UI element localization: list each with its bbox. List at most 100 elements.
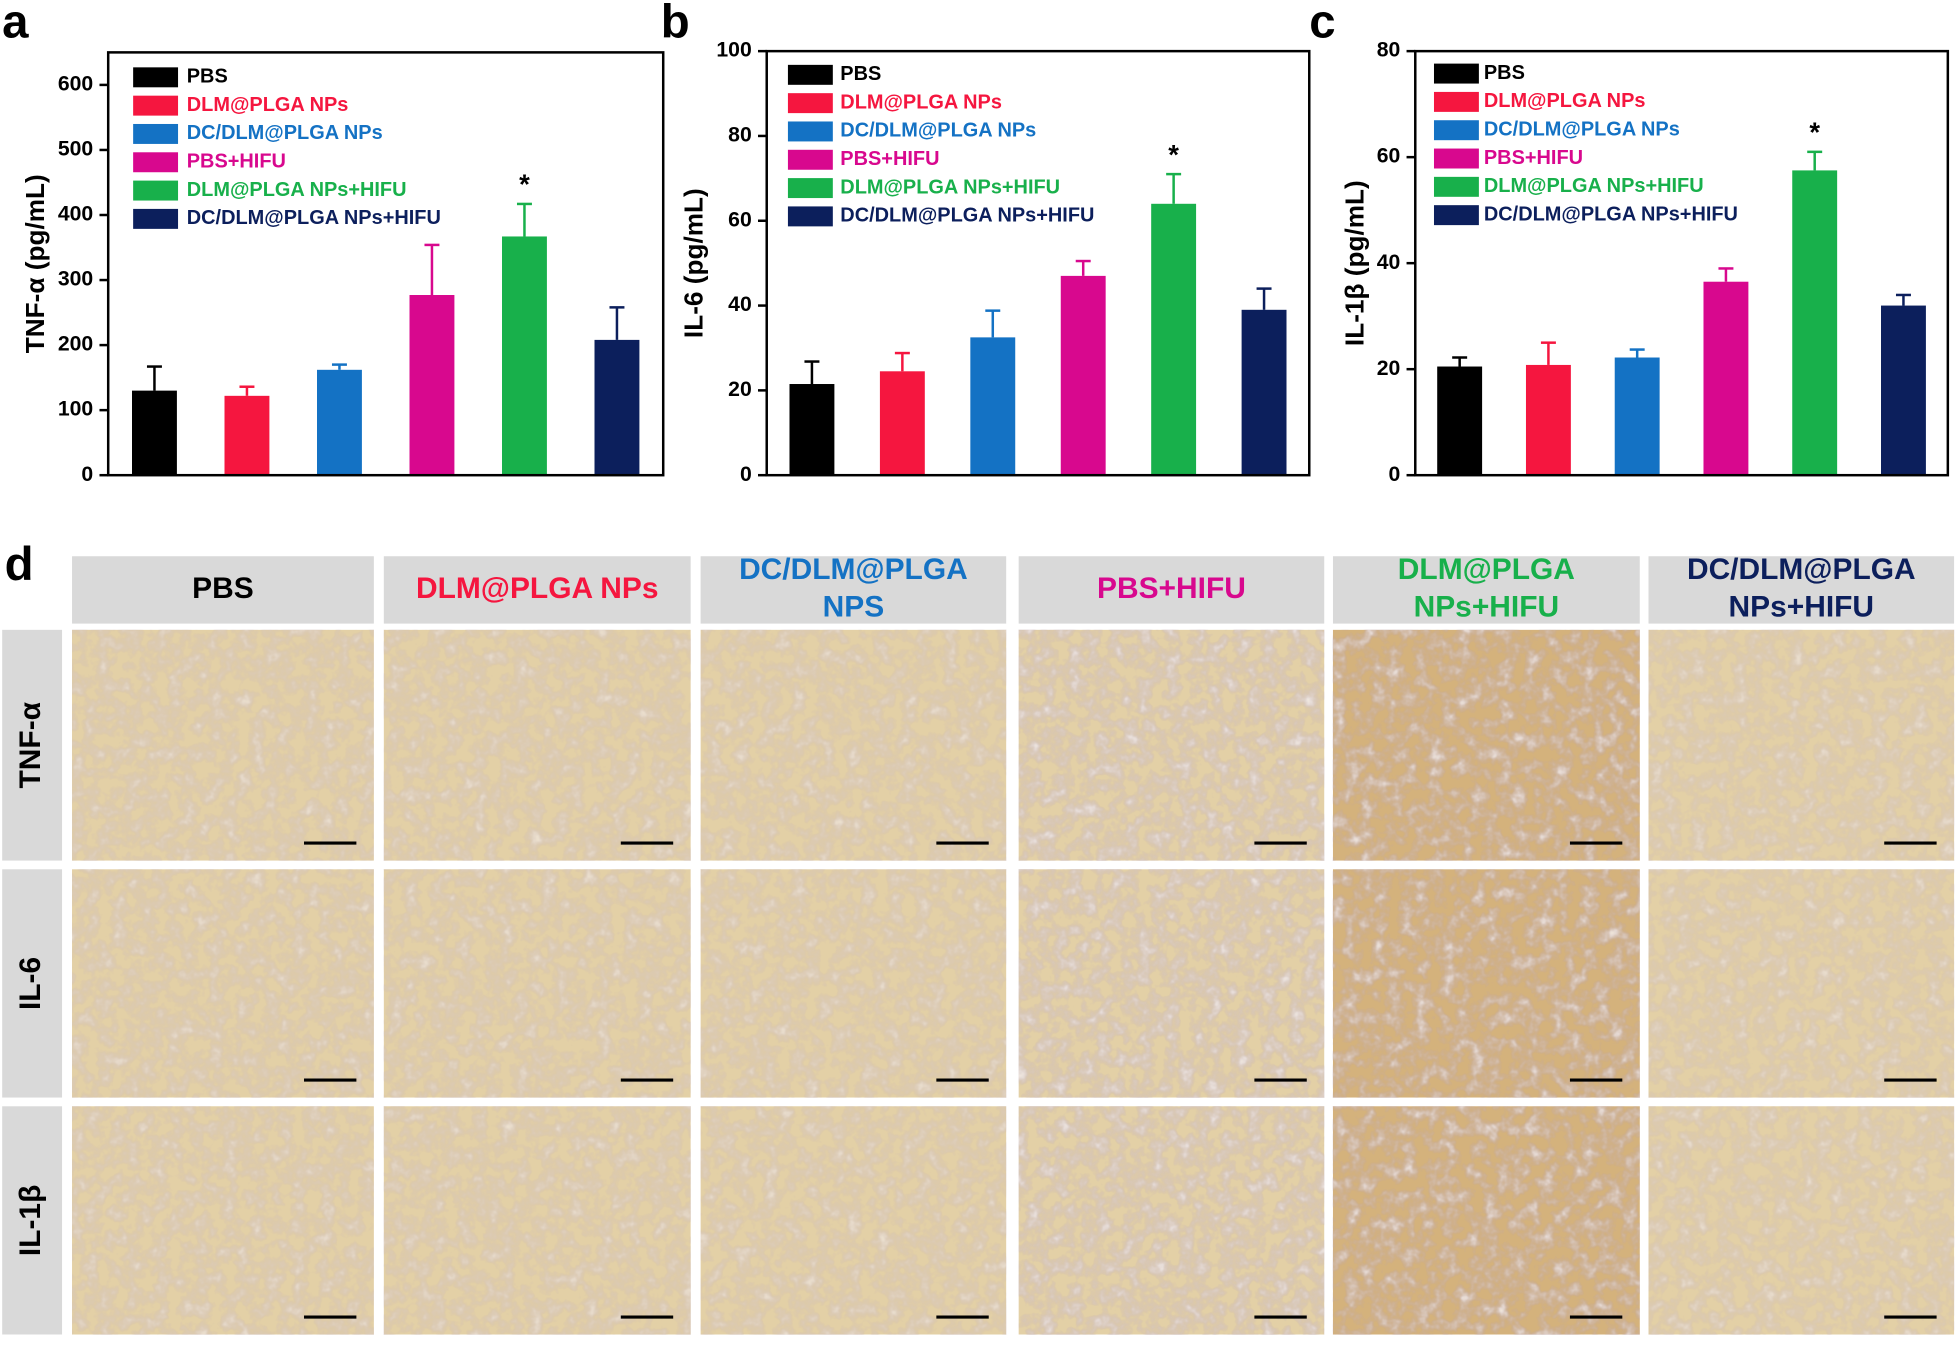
y-axis-label: IL-1β (pg/mL) (1340, 180, 1370, 346)
legend-label: PBS+HIFU (840, 148, 939, 170)
legend-swatch (133, 180, 179, 201)
micrograph-texture (72, 629, 374, 861)
column-header: DLM@PLGA NPs (416, 572, 659, 605)
legend-label: PBS (1484, 62, 1525, 84)
y-axis-label: TNF-α (pg/mL) (20, 174, 50, 353)
micrograph-texture (1018, 629, 1325, 861)
y-tick-label: 20 (1377, 357, 1401, 380)
legend-swatch (787, 206, 833, 227)
bar (1881, 305, 1926, 476)
legend-label: DC/DLM@PLGA NPs (1484, 118, 1680, 140)
column-header: PBS (192, 572, 254, 605)
legend-label: DLM@PLGA NPs+HIFU (187, 179, 407, 201)
y-tick-label: 0 (1389, 463, 1401, 486)
y-tick-label: 500 (58, 138, 93, 161)
legend-label: DLM@PLGA NPs (840, 91, 1002, 113)
bar (224, 395, 270, 476)
legend-label: DC/DLM@PLGA NPs (187, 122, 383, 144)
legend-label: DC/DLM@PLGA NPs+HIFU (840, 205, 1094, 227)
bar (1703, 281, 1749, 476)
legend-swatch (1433, 205, 1479, 226)
legend-swatch (1433, 63, 1479, 84)
row-header: IL-6 (14, 957, 47, 1010)
row-header-box (2, 1106, 63, 1335)
y-tick-label: 40 (728, 293, 752, 316)
column-header: PBS+HIFU (1097, 572, 1246, 605)
micrograph-texture (700, 1106, 1007, 1335)
column-header: DC/DLM@PLGA (739, 553, 968, 586)
micrograph-texture (1648, 1106, 1955, 1335)
plot-frame (106, 51, 665, 477)
bar (1792, 170, 1838, 476)
legend-label: DLM@PLGA NPs (1484, 90, 1646, 112)
y-tick-label: 60 (728, 208, 752, 231)
bar (1437, 366, 1483, 476)
y-tick-label: 80 (728, 124, 752, 147)
bar (1151, 203, 1197, 476)
y-tick-label: 100 (58, 398, 93, 421)
micrograph-texture (72, 1106, 374, 1335)
micrograph-texture (383, 629, 691, 861)
y-tick-label: 300 (58, 268, 93, 291)
legend-label: DC/DLM@PLGA NPs+HIFU (187, 207, 441, 229)
row-header: TNF-α (14, 701, 47, 788)
micrograph-texture (700, 869, 1007, 1098)
bar (317, 369, 362, 476)
micrograph-texture (1648, 869, 1955, 1098)
panel-label: d (5, 538, 34, 591)
micrograph-texture (1332, 629, 1640, 861)
y-tick-label: 40 (1377, 251, 1401, 274)
legend-label: DLM@PLGA NPs+HIFU (1484, 175, 1704, 197)
plot-frame (1414, 49, 1950, 477)
column-header-box (383, 556, 691, 624)
bar (970, 337, 1016, 476)
bar (1614, 357, 1660, 476)
row-header-box (2, 629, 63, 861)
y-tick-label: 60 (1377, 145, 1401, 168)
column-header-box (72, 556, 374, 624)
micrograph-texture (1018, 869, 1325, 1098)
plot-frame (765, 49, 1311, 477)
column-header-box (1648, 556, 1955, 624)
panel-label: a (2, 0, 29, 48)
legend-swatch (787, 178, 833, 199)
legend-swatch (787, 121, 833, 142)
legend-swatch (1433, 120, 1479, 141)
micrograph-texture (1332, 1106, 1640, 1335)
bar (131, 390, 177, 476)
bar (594, 339, 640, 476)
column-header: NPS (823, 591, 885, 624)
y-tick-label: 80 (1377, 39, 1401, 62)
bar (879, 371, 925, 476)
bar (1241, 309, 1287, 476)
significance-mark: * (519, 169, 530, 200)
micrograph-texture (72, 869, 374, 1098)
column-header: NPs+HIFU (1414, 591, 1560, 624)
y-tick-label: 20 (728, 378, 752, 401)
legend-label: PBS+HIFU (1484, 147, 1583, 169)
row-header: IL-1β (14, 1185, 47, 1256)
legend-swatch (133, 208, 179, 229)
column-header-box (700, 556, 1007, 624)
legend-swatch (133, 95, 179, 116)
legend-swatch (133, 67, 179, 88)
y-tick-label: 400 (58, 203, 93, 226)
legend-swatch (1433, 176, 1479, 197)
y-axis-label: IL-6 (pg/mL) (679, 188, 709, 338)
legend-label: DC/DLM@PLGA NPs+HIFU (1484, 203, 1738, 225)
legend-label: PBS+HIFU (187, 151, 286, 173)
legend-label: PBS (840, 63, 881, 85)
legend-label: DC/DLM@PLGA NPs (840, 120, 1036, 142)
panel-label: c (1309, 0, 1335, 48)
bar (502, 236, 547, 476)
y-tick-label: 0 (81, 463, 93, 486)
legend-label: DLM@PLGA NPs (187, 94, 349, 116)
legend-label: DLM@PLGA NPs+HIFU (840, 176, 1060, 198)
column-header: DLM@PLGA (1398, 553, 1575, 586)
micrograph-texture (383, 869, 691, 1098)
bar (1060, 275, 1106, 476)
legend-swatch (1433, 91, 1479, 112)
micrograph-texture (383, 1106, 691, 1335)
column-header: NPs+HIFU (1729, 591, 1874, 624)
